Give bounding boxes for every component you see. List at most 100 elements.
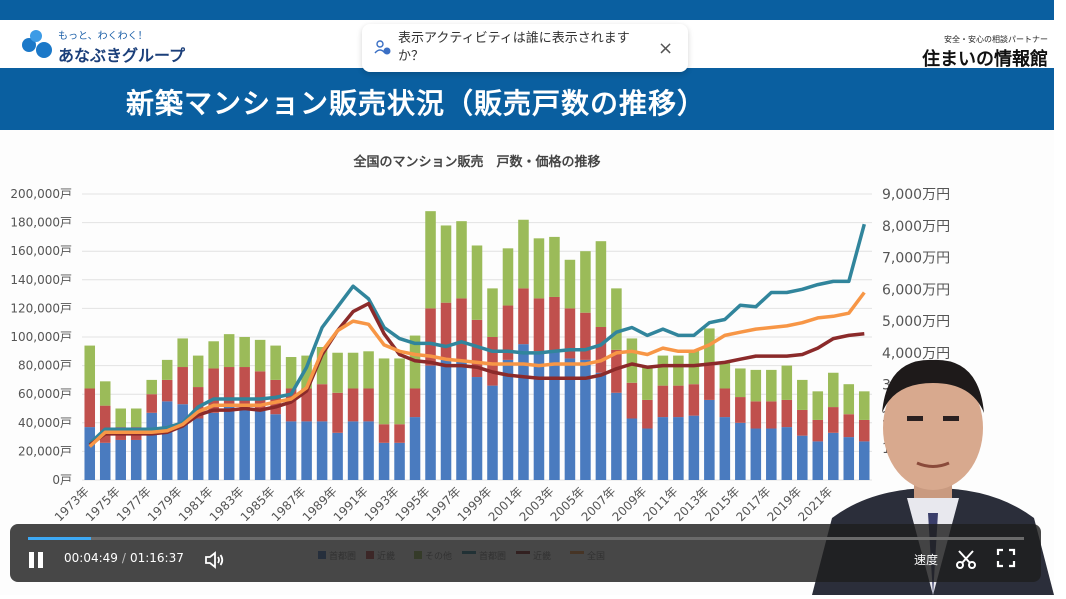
bar-segment (239, 337, 250, 368)
chart-area: 全国のマンション販売 戸数・価格の推移 0戸 20,000戸 40,000戸 60,00… (0, 130, 1054, 595)
bar-segment (440, 359, 452, 480)
bar-segment (394, 442, 405, 480)
bar-segment (332, 432, 343, 480)
brand-logo: もっと、わくわく！ あなぶきグループ (20, 26, 185, 66)
partner-name: 住まいの情報館 (922, 49, 1048, 70)
bar-segment (611, 288, 622, 350)
bar-segment (642, 399, 653, 429)
y-left-tick: 160,000戸 (10, 244, 72, 258)
bar-segment (130, 439, 142, 480)
brand-name: あなぶきグループ (58, 45, 186, 65)
bar-segment (84, 388, 96, 428)
bar-segment (766, 369, 777, 402)
bar-segment (409, 417, 421, 480)
y-left-tick: 120,000戸 (10, 301, 72, 315)
pause-button[interactable] (26, 550, 46, 570)
video-controls (10, 524, 1041, 582)
volume-button[interactable] (203, 549, 225, 571)
y-left-tick: 140,000戸 (10, 273, 72, 287)
slide-title: 新築マンション販売状況（販売戸数の推移） (126, 87, 707, 120)
bar-segment (642, 365, 653, 400)
bar-segment (797, 435, 808, 480)
bar-segment (688, 415, 700, 480)
bar-segment (750, 428, 762, 480)
close-icon[interactable]: × (658, 37, 674, 59)
bar-segment (533, 298, 545, 352)
time-display: 00:04:49/01:16:37 (64, 551, 184, 565)
fullscreen-button[interactable] (996, 548, 1016, 568)
bar-segment (363, 388, 374, 422)
bar-segment (812, 391, 824, 420)
activity-notice[interactable]: 表示アクティビティは誰に表示されますか？ × (362, 24, 688, 72)
bar-segment (192, 387, 204, 419)
bar-segment (502, 305, 514, 360)
bar-segment (363, 421, 374, 480)
bar-segment (487, 385, 498, 480)
bar-segment (347, 421, 359, 480)
bar-segment (192, 355, 204, 388)
pause-icon (29, 552, 34, 568)
bar-segment (564, 358, 576, 480)
bar-segment (115, 408, 126, 428)
y-left-tick: 180,000戸 (10, 216, 72, 230)
current-time: 00:04:49 (64, 551, 118, 565)
bar-segment (688, 384, 700, 416)
bar-segment (533, 238, 545, 299)
bar-segment (858, 419, 870, 442)
bar-segment (270, 414, 281, 480)
bar-segment (316, 421, 328, 480)
progress-bar[interactable] (28, 537, 1024, 540)
bar-segment (146, 394, 157, 413)
bar-segment (766, 428, 777, 480)
bar-segment (797, 409, 808, 436)
bar-segment (301, 421, 312, 480)
bar-segment (471, 319, 483, 378)
y-right-tick: 5,000万円 (882, 314, 950, 330)
bar-segment (564, 259, 576, 309)
bar-segment (425, 308, 436, 366)
bar-segment (208, 368, 219, 413)
bar-segment (347, 352, 359, 389)
bar-segment (750, 369, 762, 402)
progress-fill (28, 537, 91, 540)
clip-button[interactable] (954, 547, 978, 571)
bar-segment (301, 388, 312, 422)
y-left-tick: 40,000戸 (18, 416, 72, 430)
y-left-tick: 60,000戸 (18, 387, 72, 401)
bar-segment (502, 248, 514, 306)
bar-segment (518, 219, 529, 289)
bar-segment (471, 245, 483, 320)
bar-segment (177, 367, 188, 405)
bar-segment (254, 409, 266, 480)
notice-text: 表示アクティビティは誰に表示されますか？ (398, 31, 630, 64)
bar-segment (394, 358, 405, 425)
bar-segment (177, 338, 188, 368)
bar-segment (425, 211, 436, 309)
bar-segment (285, 357, 297, 389)
bar-segment (797, 379, 808, 410)
speed-button[interactable]: 速度 (914, 553, 939, 567)
y-left-tick: 0戸 (52, 473, 72, 487)
bar-segment (719, 417, 731, 480)
bar-segment (719, 388, 731, 418)
y-right-tick: 9,000万円 (882, 187, 950, 203)
bar-segment (642, 428, 653, 480)
bar-segment (440, 225, 452, 303)
fullscreen-icon (996, 548, 1016, 568)
bar-segment (394, 424, 405, 443)
bar-segment (549, 296, 560, 352)
bar-segment (378, 358, 390, 425)
bar-segment (595, 241, 607, 327)
chart: 全国のマンション販売 戸数・価格の推移 0戸 20,000戸 40,000戸 60,00… (10, 154, 950, 562)
bar-segment (425, 365, 436, 480)
bar-segment (828, 407, 839, 433)
bar-segment (130, 408, 142, 428)
bar-segment (440, 302, 452, 360)
bar-segment (161, 359, 173, 380)
bar-segment (812, 441, 824, 480)
bar-segment (378, 424, 390, 443)
y-right-tick: 4,000万円 (882, 346, 950, 362)
people-icon (374, 39, 392, 57)
bar-segment (719, 362, 731, 389)
bar-segment (657, 417, 669, 480)
